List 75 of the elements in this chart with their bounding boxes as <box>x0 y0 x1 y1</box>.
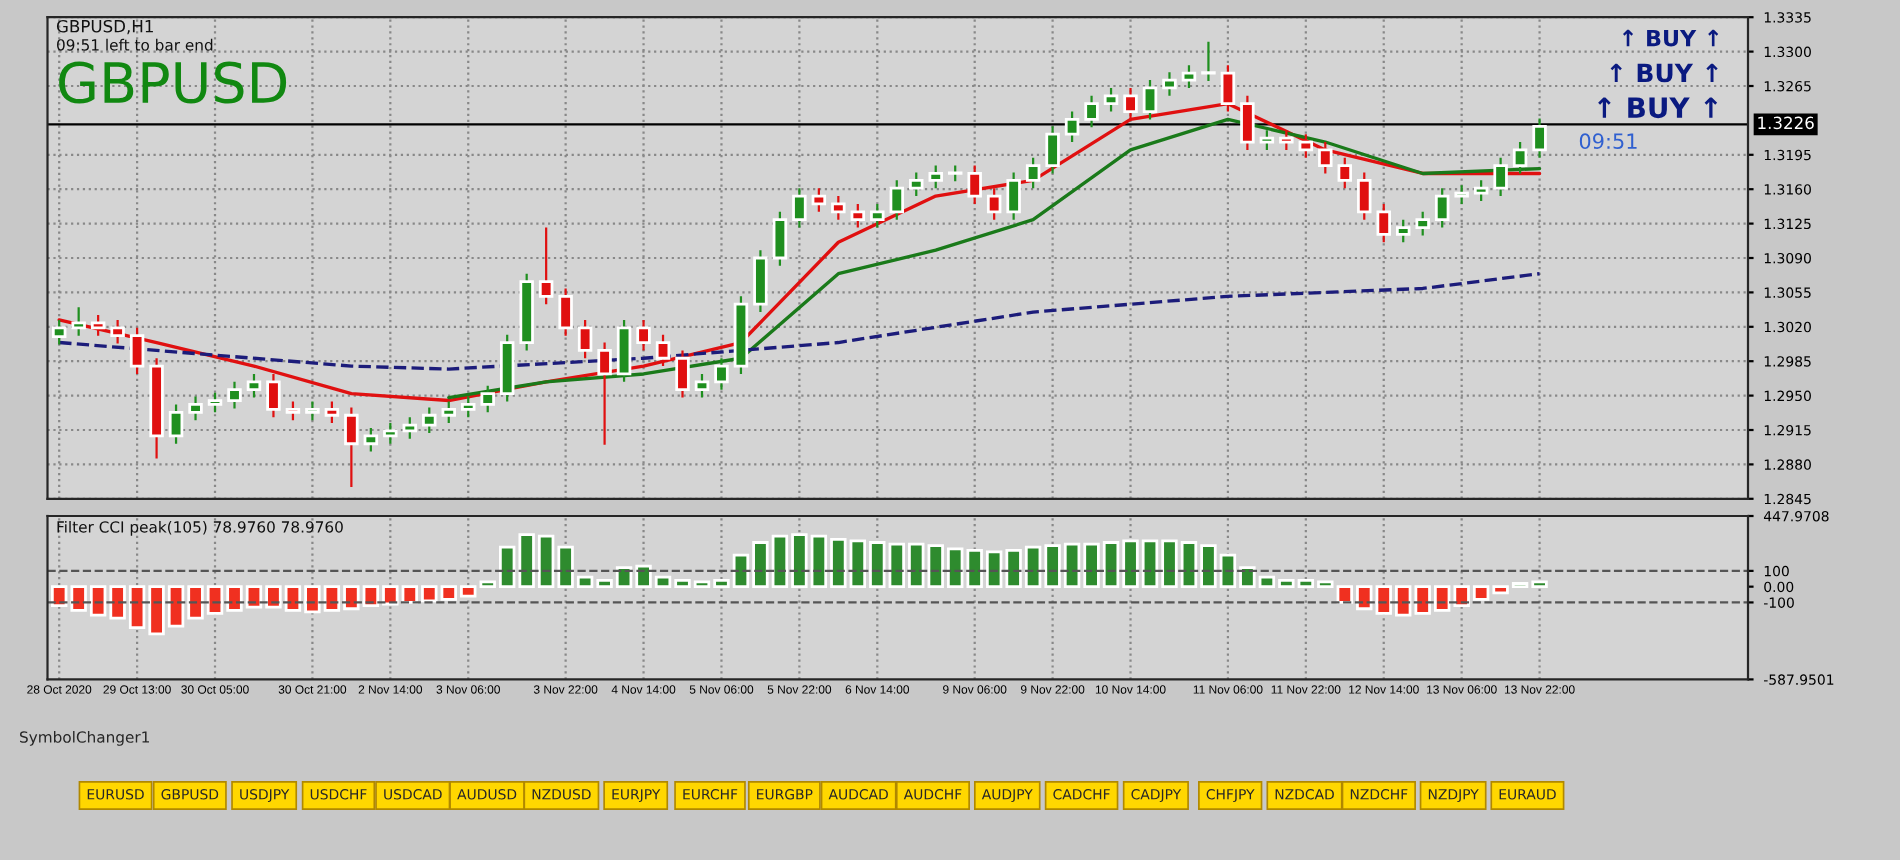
candlestick <box>1259 129 1275 151</box>
candlestick <box>1512 140 1528 175</box>
annotation: ↑ BUY ↑ <box>1610 63 1718 83</box>
candlestick <box>383 422 398 445</box>
candlestick <box>441 400 456 425</box>
candlestick <box>51 318 67 346</box>
candlestick <box>1045 125 1060 175</box>
annotation: ↑ BUY ↑ <box>1598 97 1718 119</box>
candlestick <box>1395 218 1411 244</box>
candlestick <box>1357 171 1372 221</box>
candlestick <box>1493 156 1508 198</box>
candlestick <box>870 202 885 229</box>
candlestick <box>1006 171 1021 221</box>
candlestick <box>461 395 476 419</box>
candlestick <box>1279 129 1294 151</box>
candlestick <box>344 406 359 489</box>
candlestick <box>792 187 807 229</box>
candlestick <box>1298 133 1314 159</box>
ref-line-label: 1.3226 <box>1758 116 1814 130</box>
candlestick <box>1454 184 1469 206</box>
annotation: GBPUSD <box>59 61 287 104</box>
candlestick <box>694 372 710 399</box>
candlestick <box>811 187 827 213</box>
line-series <box>447 117 1542 400</box>
candlestick <box>71 306 86 337</box>
candlestick <box>1064 110 1080 144</box>
candlestick <box>1473 179 1489 203</box>
candlestick <box>285 400 301 422</box>
candlestick <box>324 400 340 425</box>
candlestick <box>1162 71 1177 97</box>
candlestick <box>1025 156 1041 190</box>
candlestick <box>558 287 573 337</box>
candlestick <box>480 384 495 414</box>
candlestick <box>772 210 788 267</box>
candlestick <box>909 171 924 198</box>
candlestick <box>831 194 846 221</box>
candlestick <box>1181 64 1197 90</box>
annotation: 09:51 <box>1579 133 1637 150</box>
candlestick <box>227 380 242 410</box>
candlestick <box>1337 156 1353 190</box>
candlestick <box>753 249 768 314</box>
candlestick <box>986 187 1002 221</box>
candlestick <box>577 318 593 360</box>
candlestick <box>1201 40 1216 83</box>
line-series <box>57 272 1542 371</box>
candlestick <box>616 318 632 383</box>
candlestick <box>305 400 320 422</box>
candlestick <box>422 406 437 435</box>
candlestick <box>655 333 671 368</box>
candlestick <box>1415 210 1430 237</box>
candlestick <box>1318 140 1333 175</box>
candlestick <box>967 164 982 206</box>
candlestick <box>1142 78 1158 121</box>
candlestick <box>714 357 729 391</box>
candlestick <box>1532 117 1547 159</box>
candlestick <box>1103 86 1119 113</box>
candlestick <box>850 202 866 229</box>
candlestick <box>538 226 554 306</box>
candlestick <box>363 426 379 453</box>
candlestick <box>188 395 203 422</box>
candlestick <box>129 326 145 376</box>
candlestick <box>207 391 223 414</box>
candlestick <box>1084 94 1099 129</box>
candlestick <box>636 318 651 352</box>
annotation: ↑ BUY ↑ <box>1623 29 1719 47</box>
candlestick <box>928 164 943 190</box>
candlestick <box>889 179 905 221</box>
candlestick <box>1434 187 1450 229</box>
candlestick <box>90 313 106 337</box>
candlestick <box>168 403 184 445</box>
candlestick <box>246 372 262 399</box>
candlestick <box>110 318 125 345</box>
candlestick <box>1376 202 1391 244</box>
chart-title: GBPUSD,H1 <box>56 19 153 35</box>
candlestick <box>402 416 418 440</box>
